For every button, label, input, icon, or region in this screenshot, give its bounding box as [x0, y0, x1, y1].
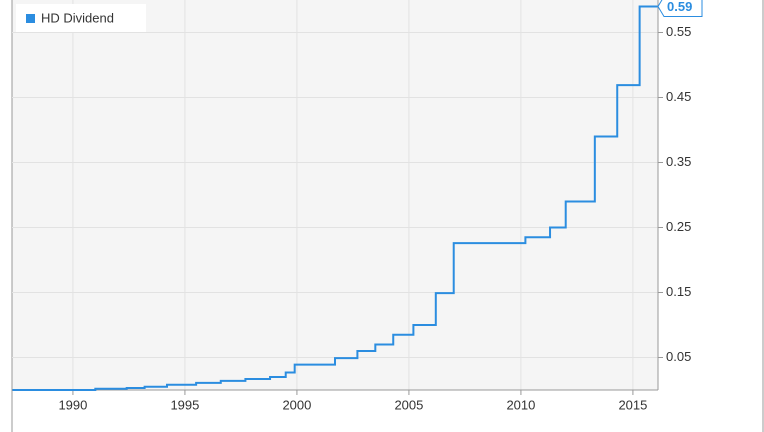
- line: [12, 5, 658, 391]
- legend-background: [16, 4, 146, 32]
- x-tick-label: 1995: [170, 397, 199, 412]
- y-tick-label: 0.25: [666, 219, 691, 234]
- y-tick-label: 0.05: [666, 349, 691, 364]
- legend-swatch: [26, 14, 35, 23]
- value-label-box: [657, 0, 703, 17]
- plot-area: [12, 0, 658, 390]
- y-tick-label: 0.15: [666, 284, 691, 299]
- legend-label: HD Dividend: [41, 10, 114, 25]
- value-label-text: 0.59: [667, 0, 692, 14]
- value-label: 0.59: [657, 0, 703, 17]
- y-tick-label: 0.35: [666, 154, 691, 169]
- x-tick-label: 2000: [282, 397, 311, 412]
- x-tick-label: 2010: [506, 397, 535, 412]
- y-tick-label: 0.55: [666, 24, 691, 39]
- legend-item: HD Dividend: [16, 4, 146, 32]
- y-tick-label: 0.45: [666, 89, 691, 104]
- x-tick-label: 2015: [618, 397, 647, 412]
- x-tick-label: 2005: [394, 397, 423, 412]
- x-tick-label: 1990: [58, 397, 87, 412]
